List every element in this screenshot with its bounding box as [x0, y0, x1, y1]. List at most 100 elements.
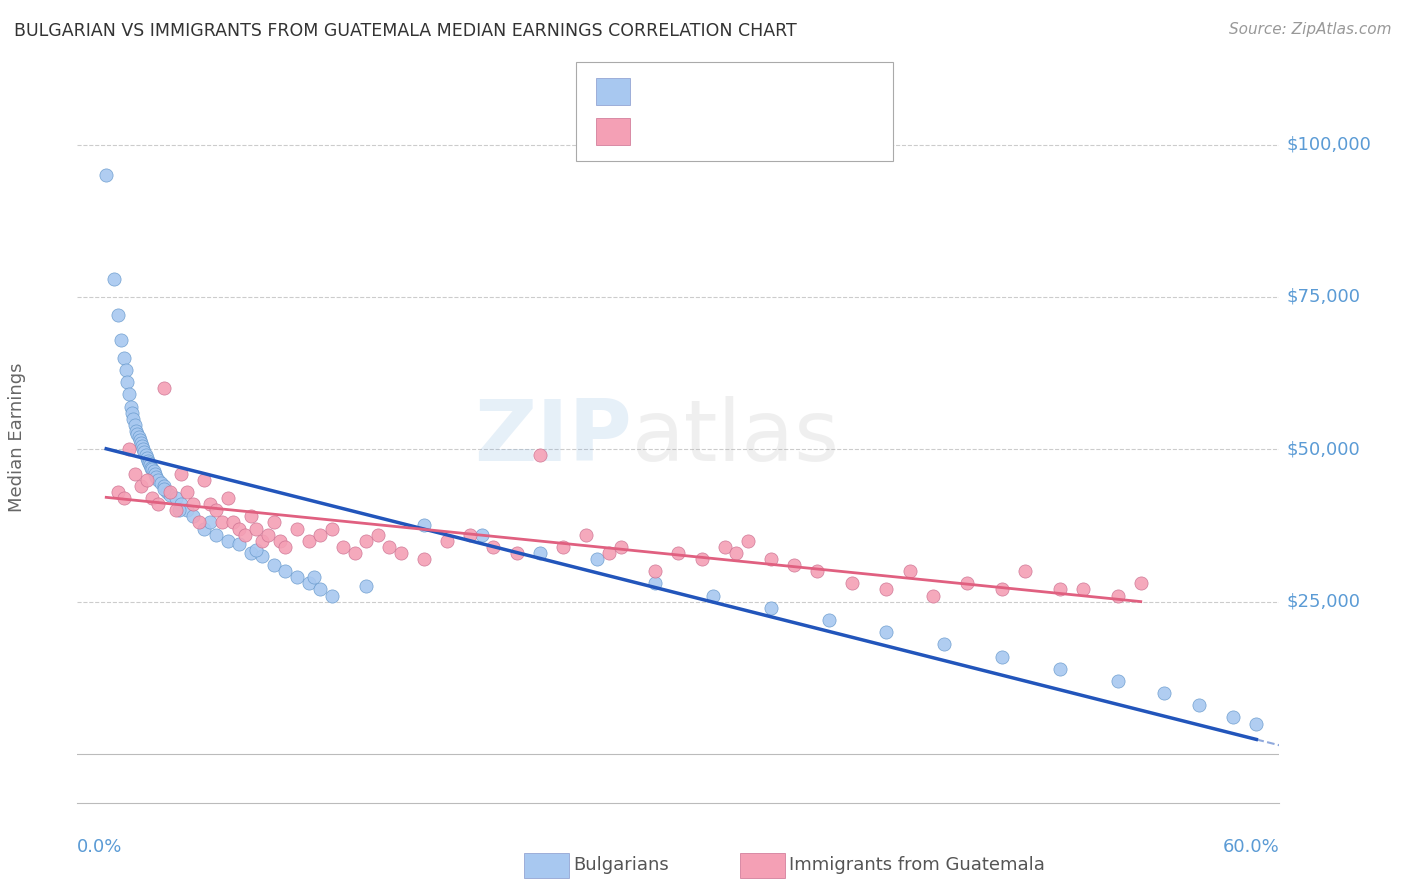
Point	[124, 467, 146, 481]
Text: Bulgarians: Bulgarians	[574, 856, 669, 874]
Point	[297, 533, 319, 548]
Point	[128, 430, 150, 444]
Point	[159, 485, 181, 500]
Point	[1246, 716, 1268, 731]
Point	[343, 546, 366, 560]
Point	[413, 552, 436, 566]
Text: $50,000: $50,000	[1286, 441, 1360, 458]
Point	[136, 454, 159, 468]
Point	[934, 637, 956, 651]
Point	[187, 516, 209, 530]
Point	[471, 527, 494, 541]
Point	[239, 546, 262, 560]
Point	[141, 491, 163, 505]
Point	[205, 527, 228, 541]
Point	[389, 546, 412, 560]
Point	[575, 527, 598, 541]
Point	[149, 475, 172, 490]
Point	[274, 564, 297, 578]
Text: BULGARIAN VS IMMIGRANTS FROM GUATEMALA MEDIAN EARNINGS CORRELATION CHART: BULGARIAN VS IMMIGRANTS FROM GUATEMALA M…	[14, 22, 797, 40]
Point	[121, 406, 143, 420]
Point	[211, 516, 233, 530]
Point	[413, 518, 436, 533]
Point	[875, 582, 897, 597]
Point	[153, 381, 176, 395]
Point	[141, 462, 163, 476]
Text: $75,000: $75,000	[1286, 288, 1361, 306]
Point	[1014, 564, 1036, 578]
Point	[367, 527, 389, 541]
Point	[165, 503, 187, 517]
Point	[1049, 582, 1071, 597]
Text: R = --0.387   N = 74: R = --0.387 N = 74	[637, 82, 821, 100]
Point	[125, 424, 148, 438]
Point	[120, 400, 142, 414]
Point	[193, 473, 215, 487]
Point	[139, 458, 162, 472]
Point	[759, 600, 782, 615]
Point	[505, 546, 527, 560]
Point	[115, 363, 138, 377]
Point	[112, 491, 135, 505]
Point	[156, 485, 179, 500]
Point	[1153, 686, 1175, 700]
Point	[118, 442, 141, 457]
Point	[759, 552, 782, 566]
Point	[1107, 589, 1129, 603]
Point	[205, 503, 228, 517]
Point	[991, 649, 1014, 664]
Point	[783, 558, 806, 573]
Point	[921, 589, 943, 603]
Point	[252, 533, 274, 548]
Point	[170, 467, 193, 481]
Text: Immigrants from Guatemala: Immigrants from Guatemala	[789, 856, 1045, 874]
Point	[297, 576, 319, 591]
Point	[127, 427, 149, 442]
Point	[551, 540, 574, 554]
Point	[1187, 698, 1209, 713]
Point	[668, 546, 690, 560]
Point	[112, 351, 135, 365]
Point	[200, 516, 222, 530]
Point	[482, 540, 505, 554]
Text: R = --0.477   N = 70: R = --0.477 N = 70	[637, 121, 821, 139]
Point	[257, 527, 280, 541]
Point	[644, 564, 666, 578]
Point	[135, 451, 157, 466]
Point	[1049, 662, 1071, 676]
Point	[170, 497, 193, 511]
Point	[176, 485, 198, 500]
Point	[115, 376, 138, 390]
Point	[132, 442, 155, 457]
Point	[702, 589, 724, 603]
Point	[148, 473, 170, 487]
Point	[332, 540, 354, 554]
Point	[436, 533, 458, 548]
Text: ZIP: ZIP	[474, 395, 633, 479]
Point	[991, 582, 1014, 597]
Point	[529, 449, 551, 463]
Text: $100,000: $100,000	[1286, 136, 1371, 153]
Point	[269, 533, 291, 548]
Point	[725, 546, 748, 560]
Point	[131, 439, 153, 453]
Point	[356, 579, 378, 593]
Point	[138, 456, 160, 470]
Point	[129, 479, 152, 493]
Point	[181, 509, 204, 524]
Point	[1129, 576, 1152, 591]
Point	[176, 503, 198, 517]
Point	[118, 387, 141, 401]
Point	[107, 485, 129, 500]
Point	[321, 521, 343, 535]
Point	[1222, 710, 1244, 724]
Point	[875, 625, 897, 640]
Text: Source: ZipAtlas.com: Source: ZipAtlas.com	[1229, 22, 1392, 37]
Point	[110, 333, 132, 347]
Point	[309, 582, 332, 597]
Point	[141, 460, 163, 475]
Text: $25,000: $25,000	[1286, 592, 1361, 611]
Text: Median Earnings: Median Earnings	[8, 362, 25, 512]
Point	[609, 540, 631, 554]
Point	[217, 491, 239, 505]
